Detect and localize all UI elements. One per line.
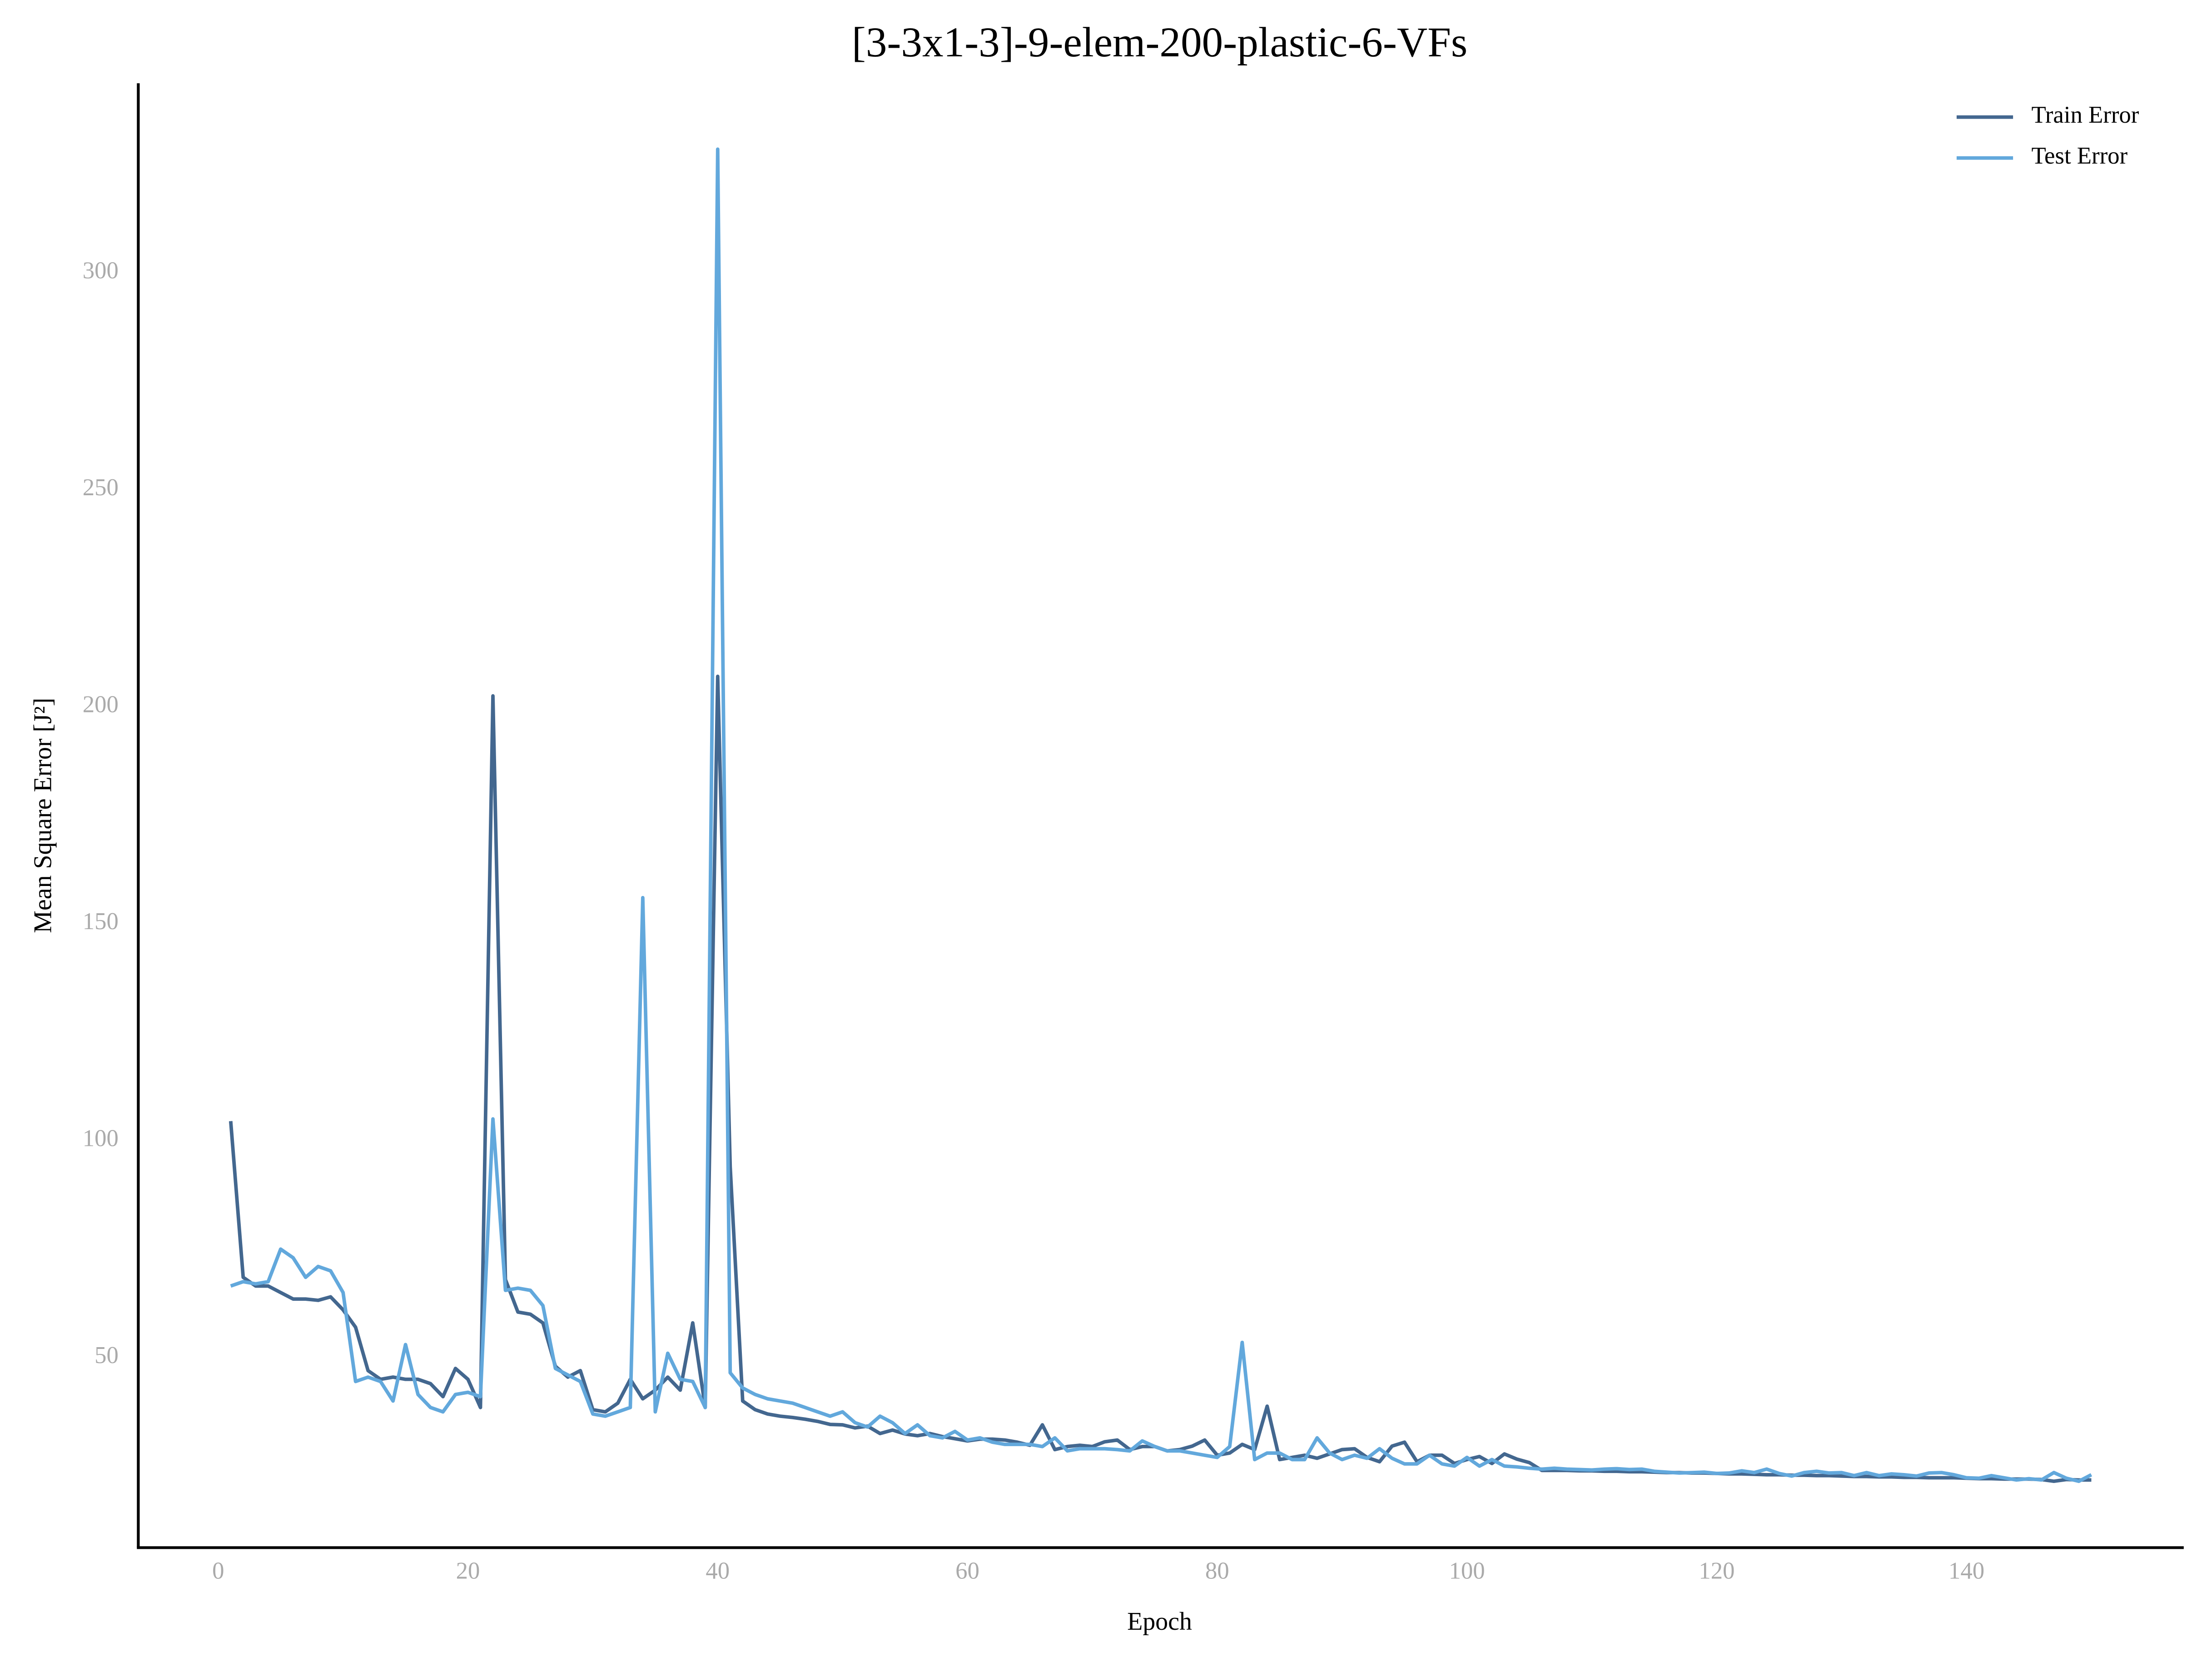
- x-axis-label: Epoch: [1127, 1607, 1192, 1636]
- x-tick-label: 20: [456, 1558, 480, 1584]
- data-line: [230, 147, 2093, 1483]
- legend-label: Test Error: [2031, 143, 2127, 169]
- x-tick-label: 120: [1699, 1558, 1735, 1584]
- y-axis-label: Mean Square Error [J²]: [29, 698, 57, 933]
- y-tick-label: 100: [83, 1125, 119, 1152]
- y-tick-label: 50: [94, 1342, 119, 1368]
- x-tick-label: 60: [955, 1558, 979, 1584]
- x-tick-label: 140: [1949, 1558, 1984, 1584]
- legend-label: Train Error: [2031, 102, 2139, 128]
- y-tick-label: 250: [83, 474, 119, 501]
- x-tick-label: 0: [212, 1558, 224, 1584]
- x-tick-label: 40: [706, 1558, 730, 1584]
- x-tick-label: 80: [1205, 1558, 1229, 1584]
- y-tick-label: 300: [83, 258, 119, 284]
- x-tick-label: 100: [1449, 1558, 1485, 1584]
- y-tick-label: 150: [83, 908, 119, 935]
- y-tick-label: 200: [83, 692, 119, 718]
- chart-title: [3-3x1-3]-9-elem-200-plastic-6-VFs: [852, 19, 1467, 66]
